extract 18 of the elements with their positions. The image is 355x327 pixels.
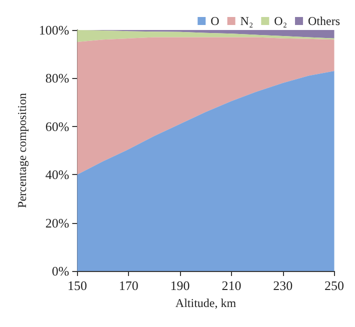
- x-tick-label: 190: [170, 278, 190, 293]
- legend-label: Others: [308, 14, 340, 28]
- legend-label: N₂: [240, 14, 254, 28]
- legend-label: O₂: [274, 14, 288, 28]
- y-tick-label: 80%: [45, 70, 70, 86]
- x-tick-label: 170: [118, 278, 138, 293]
- y-tick-label: 100%: [38, 22, 70, 38]
- x-tick-label: 250: [324, 278, 344, 293]
- legend-label: O: [210, 14, 220, 28]
- y-tick-label: 0%: [52, 264, 70, 278]
- y-axis-title: Percentage composition: [15, 93, 29, 208]
- y-tick-label: 20%: [45, 215, 70, 230]
- x-tick-label: 230: [273, 278, 293, 293]
- y-tick-label: 40%: [45, 167, 70, 182]
- x-tick-label: 150: [67, 278, 87, 293]
- y-tick-label: 60%: [45, 118, 70, 134]
- x-axis-title: Altitude, km: [175, 296, 237, 310]
- x-tick-label: 210: [222, 278, 242, 293]
